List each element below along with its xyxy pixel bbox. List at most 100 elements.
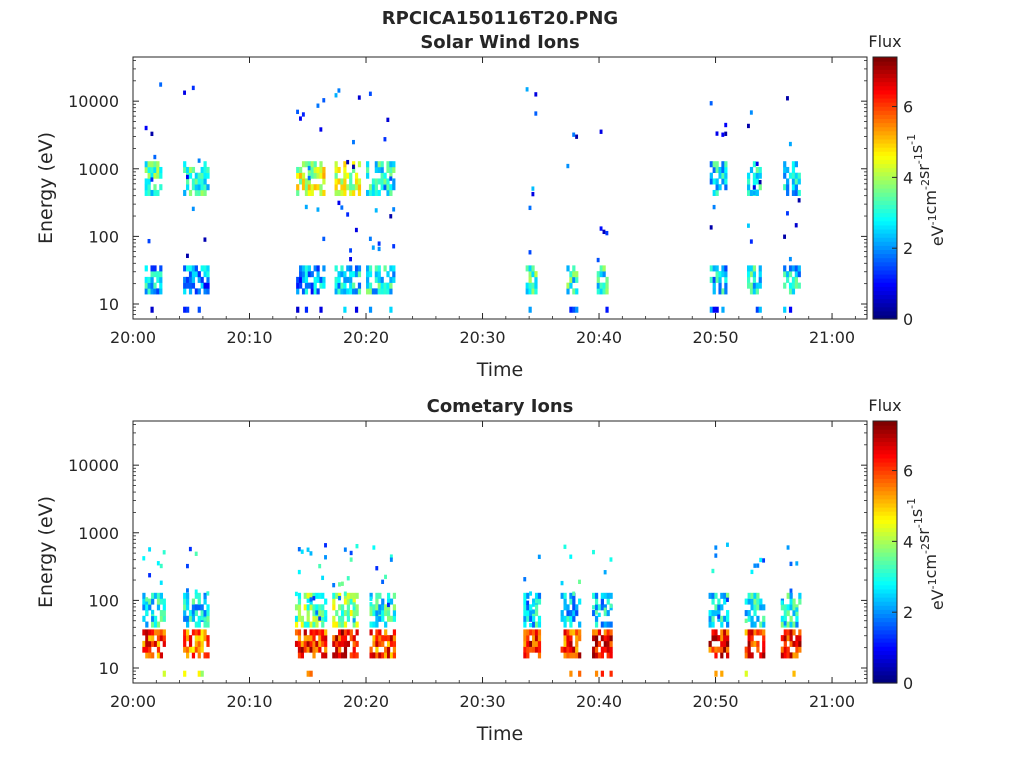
- heatmap-cell: [310, 184, 314, 191]
- heatmap-cell: [337, 200, 341, 206]
- heatmap-cell: [609, 629, 613, 636]
- heatmap-cell: [597, 652, 602, 659]
- heatmap-cell: [153, 166, 157, 173]
- heatmap-cell: [318, 592, 322, 599]
- heatmap-cell: [183, 161, 187, 168]
- heatmap-cell: [349, 276, 353, 283]
- heatmap-cell: [794, 282, 798, 289]
- heatmap-cell: [186, 166, 190, 173]
- heatmap-cell: [340, 604, 345, 611]
- heatmap-cell: [605, 306, 609, 313]
- heatmap-cell: [206, 604, 210, 611]
- heatmap-cell: [299, 172, 303, 179]
- heatmap-cell: [392, 604, 397, 611]
- heatmap-cell: [183, 282, 187, 289]
- heatmap-cell: [316, 172, 320, 179]
- heatmap-cell: [531, 265, 535, 272]
- heatmap-cell: [322, 282, 326, 289]
- heatmap-cell: [343, 172, 347, 179]
- heatmap-cell: [197, 592, 201, 599]
- heatmap-cell: [792, 598, 796, 605]
- heatmap-cell: [392, 646, 397, 653]
- heatmap-cell: [316, 184, 320, 191]
- heatmap-cell: [750, 569, 754, 575]
- colorbar-segment: [873, 678, 897, 684]
- heatmap-cell: [197, 271, 201, 278]
- heatmap-cell: [315, 640, 319, 647]
- heatmap-cell: [147, 189, 151, 196]
- heatmap-cell: [375, 592, 379, 599]
- heatmap-cell: [386, 184, 390, 191]
- heatmap-cell: [756, 615, 760, 622]
- heatmap-cell: [303, 592, 307, 599]
- heatmap-cell: [321, 604, 325, 611]
- colorbar-segment: [873, 204, 897, 210]
- heatmap-cell: [159, 166, 163, 173]
- heatmap-cell: [386, 178, 390, 185]
- heatmap-cell: [569, 621, 573, 628]
- heatmap-cell: [723, 635, 727, 642]
- heatmap-cell: [301, 184, 306, 191]
- heatmap-cell: [357, 161, 362, 168]
- colorbar-segment: [873, 421, 897, 426]
- heatmap-cell: [791, 265, 796, 272]
- heatmap-cell: [145, 646, 149, 653]
- heatmap-cell: [560, 592, 564, 599]
- heatmap-cell: [609, 670, 613, 677]
- heatmap-cell: [392, 276, 396, 283]
- heatmap-cell: [746, 184, 751, 191]
- heatmap-cell: [310, 271, 314, 278]
- heatmap-cell: [352, 598, 356, 605]
- heatmap-cell: [726, 597, 729, 602]
- heatmap-cell: [569, 592, 573, 599]
- heatmap-cell: [572, 306, 576, 313]
- heatmap-cell: [357, 271, 362, 278]
- heatmap-cell: [723, 646, 727, 653]
- heatmap-cell: [526, 652, 530, 659]
- heatmap-cell: [755, 172, 759, 179]
- heatmap-cell: [307, 189, 311, 196]
- colorbar-tick-label: 4: [903, 532, 913, 551]
- heatmap-cell: [156, 276, 160, 283]
- heatmap-cell: [200, 189, 204, 196]
- heatmap-cell: [383, 185, 387, 190]
- plot-frame: [132, 420, 868, 684]
- colorbar-segment: [873, 552, 897, 557]
- heatmap-cell: [349, 189, 353, 196]
- heatmap-cell: [300, 646, 304, 653]
- heatmap-cell: [531, 271, 535, 278]
- heatmap-cell: [600, 670, 604, 677]
- colorbar-segment: [873, 65, 897, 70]
- heatmap-cell: [147, 276, 151, 283]
- heatmap-cell: [566, 610, 570, 617]
- heatmap-cell: [304, 178, 309, 185]
- colorbar-segment: [873, 69, 897, 74]
- heatmap-cell: [304, 276, 309, 283]
- heatmap-cell: [352, 652, 356, 659]
- heatmap-cell: [717, 635, 721, 642]
- heatmap-cell: [783, 646, 787, 653]
- heatmap-cell: [354, 178, 359, 185]
- colorbar-segment: [873, 445, 897, 451]
- heatmap-cell: [340, 205, 344, 210]
- heatmap-cell: [352, 161, 356, 168]
- colorbar-segment: [873, 646, 897, 651]
- heatmap-cell: [194, 629, 198, 636]
- heatmap-cell: [788, 141, 792, 147]
- heatmap-cell: [791, 276, 796, 283]
- heatmap-cell: [355, 610, 359, 617]
- heatmap-cell: [310, 161, 314, 168]
- heatmap-cell: [200, 635, 204, 642]
- heatmap-cell: [762, 635, 766, 642]
- heatmap-cell: [318, 616, 322, 621]
- heatmap-cell: [714, 553, 718, 558]
- heatmap-cell: [191, 615, 196, 622]
- heatmap-cell: [392, 592, 397, 599]
- heatmap-cell: [354, 288, 359, 295]
- colorbar-segment: [873, 278, 897, 283]
- colorbar-segment: [873, 457, 897, 463]
- heatmap-cell: [717, 598, 721, 605]
- heatmap-cell: [783, 621, 787, 626]
- heatmap-cell: [144, 189, 148, 196]
- heatmap-cell: [299, 282, 303, 289]
